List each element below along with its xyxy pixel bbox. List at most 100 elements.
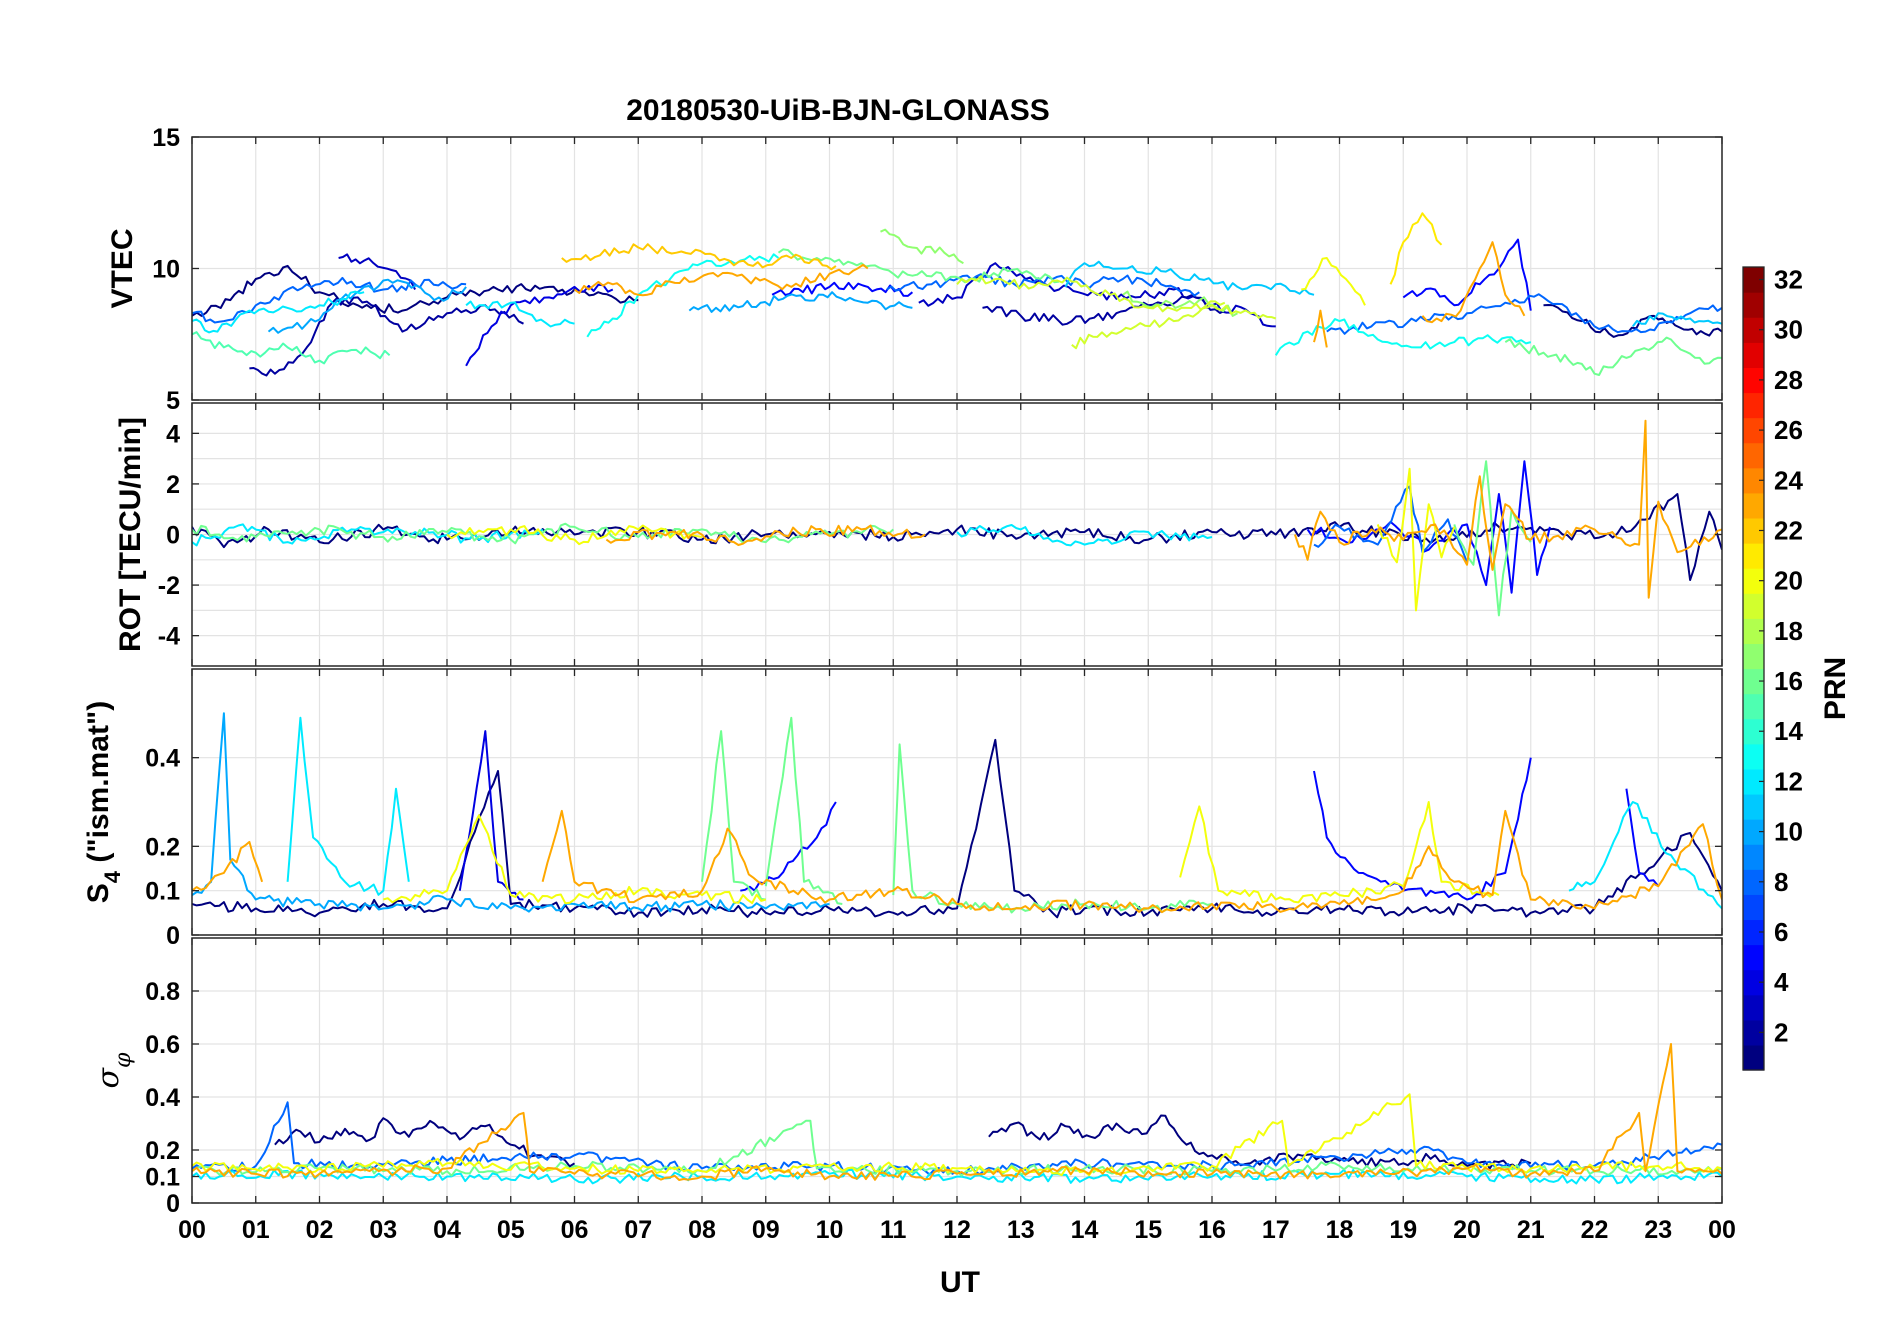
x-tick-label: 03 <box>369 1216 397 1244</box>
series-line-prn-1 <box>192 264 639 317</box>
x-tick-label: 00 <box>1708 1216 1736 1244</box>
colorbar-band-prn-31 <box>1743 292 1764 318</box>
colorbar-band-prn-11 <box>1743 793 1764 820</box>
colorbar-tick-label: 6 <box>1774 917 1788 947</box>
y-axis-label-sub: 4 <box>100 870 125 883</box>
colorbar-band-prn-32 <box>1743 267 1764 293</box>
colorbar-tick-label: 16 <box>1774 666 1803 696</box>
colorbar-tick-label: 10 <box>1774 817 1803 847</box>
series-line-prn-12 <box>1568 801 1722 910</box>
colorbar-band-prn-14 <box>1743 718 1764 745</box>
series-line-prn-23 <box>192 840 264 892</box>
series-line-prn-10 <box>688 291 913 313</box>
series-line-prn-23 <box>1293 419 1722 599</box>
x-axis-label: UT <box>940 1266 980 1299</box>
series-line-prn-8 <box>886 273 1200 297</box>
y-tick-label: -2 <box>158 572 180 600</box>
x-tick-label: 22 <box>1581 1216 1609 1244</box>
y-tick-label: 15 <box>152 124 180 152</box>
y-tick-label: 0.2 <box>145 833 180 861</box>
series-line-prn-19 <box>956 275 1226 313</box>
y-axis-label-vtec: VTEC <box>106 228 139 308</box>
x-tick-label: 01 <box>242 1216 270 1244</box>
series-line-prn-10 <box>267 278 467 334</box>
series-line-prn-12 <box>286 716 410 896</box>
series-line-prn-13 <box>586 253 780 338</box>
y-tick-label: 0.8 <box>145 978 180 1006</box>
colorbar-band-prn-29 <box>1743 342 1764 368</box>
series-line-prn-16 <box>892 743 1213 914</box>
x-tick-label: 05 <box>497 1216 525 1244</box>
colorbar-tick-label: 26 <box>1774 415 1803 445</box>
series-line-prn-15 <box>192 331 391 365</box>
series-line-prn-20 <box>446 524 703 546</box>
colorbar-band-prn-25 <box>1743 442 1764 469</box>
series-line-prn-19 <box>1071 304 1277 350</box>
colorbar-band-prn-20 <box>1743 568 1764 594</box>
series-line-prn-20 <box>1376 467 1456 612</box>
colorbar-tick-label: 12 <box>1774 766 1803 796</box>
x-tick-label: 04 <box>433 1216 461 1244</box>
colorbar-band-prn-8 <box>1743 869 1764 895</box>
colorbar-band-prn-24 <box>1743 467 1764 494</box>
x-tick-label: 02 <box>306 1216 334 1244</box>
colorbar-band-prn-22 <box>1743 517 1764 544</box>
panel-s4: 0 0.1 0.2 0.4 S4 ("ism.mat") <box>82 668 1723 950</box>
series-line-prn-5 <box>1306 460 1551 594</box>
colorbar-band-prn-28 <box>1743 367 1764 394</box>
series-line-prn-17 <box>880 228 964 265</box>
series-line-prn-2 <box>249 296 524 377</box>
colorbar-band-prn-26 <box>1743 417 1764 444</box>
y-tick-label: 0.4 <box>145 1084 180 1112</box>
series-line-prn-8 <box>1313 485 1468 563</box>
series-group <box>192 1043 1722 1185</box>
colorbar-tick-label: 32 <box>1774 265 1803 295</box>
colorbar-tick-label: 4 <box>1774 967 1789 997</box>
y-tick-label: 10 <box>152 256 180 284</box>
series-line-prn-12 <box>465 300 575 328</box>
series-line-prn-5 <box>1625 788 1660 887</box>
colorbar-band-prn-27 <box>1743 392 1764 419</box>
series-line-prn-23 <box>605 524 926 546</box>
y-axis-label-main: S <box>82 883 115 903</box>
colorbar-band-prn-6 <box>1743 919 1764 946</box>
x-tick-label: 13 <box>1007 1216 1035 1244</box>
y-axis-label-s4: S4 ("ism.mat") <box>82 701 125 903</box>
series-line-prn-23 <box>1313 309 1328 348</box>
x-tick-label: 17 <box>1262 1216 1290 1244</box>
series-line-prn-16 <box>764 716 843 905</box>
colorbar-band-prn-9 <box>1743 844 1764 870</box>
series-line-prn-10 <box>192 712 830 913</box>
y-tick-label: 0 <box>166 522 180 550</box>
panel-sigma_phi: 00.10.2 0.4 0.6 0.8 σφ <box>91 937 1723 1218</box>
x-tick-label: 11 <box>880 1216 907 1244</box>
x-tick-label: 15 <box>1134 1216 1162 1244</box>
colorbar-band-prn-7 <box>1743 894 1764 921</box>
x-tick-label: 12 <box>943 1216 971 1244</box>
x-tick-label: 19 <box>1389 1216 1417 1244</box>
y-axis-label-rot: ROT [TECU/min] <box>114 417 147 652</box>
series-line-prn-16 <box>777 248 1060 284</box>
colorbar-band-prn-19 <box>1743 593 1764 619</box>
colorbar-band-prn-12 <box>1743 768 1764 795</box>
panel-vtec: 5 10 15 VTEC <box>106 124 1723 415</box>
series-line-prn-5 <box>740 801 837 892</box>
x-tick-label: 00 <box>178 1216 206 1244</box>
series-line-prn-23 <box>1421 241 1526 324</box>
y-tick-label: 2 <box>166 471 180 499</box>
series-line-prn-23 <box>541 809 1722 914</box>
colorbar-band-prn-1 <box>1743 1044 1764 1071</box>
series-line-prn-16 <box>192 522 894 545</box>
series-line-prn-3 <box>338 253 416 290</box>
y-axis-label-sub: φ <box>111 1052 136 1068</box>
colorbar-band-prn-4 <box>1743 969 1764 996</box>
chart-title: 20180530-UiB-BJN-GLONASS <box>626 94 1049 127</box>
colorbar-tick-label: 14 <box>1774 716 1803 746</box>
colorbar-band-prn-3 <box>1743 994 1764 1021</box>
series-line-prn-20 <box>1179 801 1500 904</box>
colorbar-band-prn-5 <box>1743 944 1764 971</box>
colorbar-tick-label: 20 <box>1774 566 1803 596</box>
x-tick-label: 16 <box>1198 1216 1226 1244</box>
x-tick-label: 23 <box>1644 1216 1672 1244</box>
